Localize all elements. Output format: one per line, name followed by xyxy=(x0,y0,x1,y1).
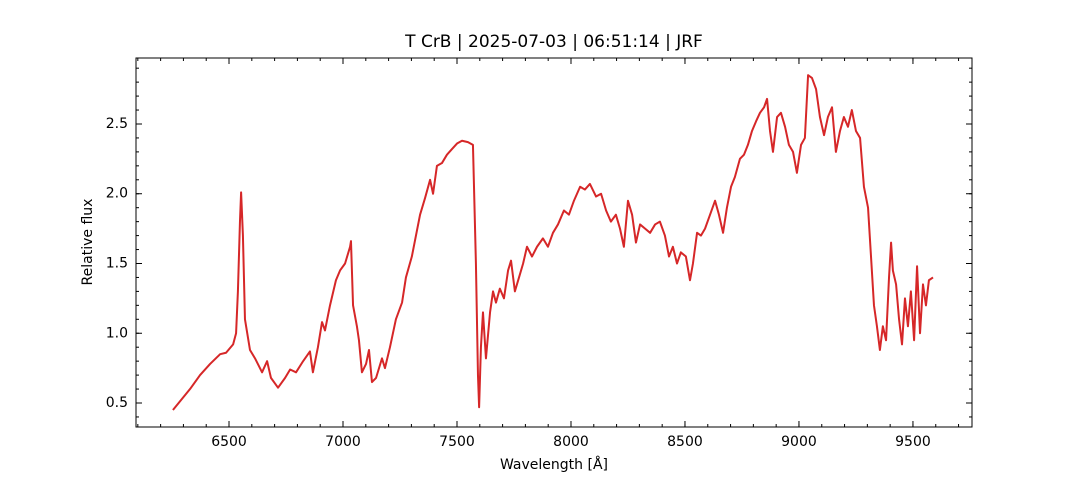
x-tick-label: 9000 xyxy=(781,434,817,450)
x-tick-label: 6500 xyxy=(211,434,247,450)
y-tick-label: 0.5 xyxy=(106,395,128,411)
plot-frame xyxy=(135,57,973,428)
y-tick-label: 2.0 xyxy=(106,186,128,202)
x-tick-label: 9500 xyxy=(895,434,931,450)
y-tick-label: 2.5 xyxy=(106,116,128,132)
y-tick-label: 1.5 xyxy=(106,255,128,271)
spectrum-line xyxy=(172,74,934,411)
x-tick-label: 8000 xyxy=(553,434,589,450)
x-axis-label: Wavelength [Å] xyxy=(500,456,608,473)
y-tick-label: 1.0 xyxy=(106,325,128,341)
y-axis-label: Relative flux xyxy=(80,199,96,286)
chart-title: T CrB | 2025-07-03 | 06:51:14 | JRF xyxy=(404,32,703,52)
x-tick-label: 7500 xyxy=(439,434,475,450)
x-tick-label: 8500 xyxy=(667,434,703,450)
x-tick-label: 7000 xyxy=(325,434,361,450)
